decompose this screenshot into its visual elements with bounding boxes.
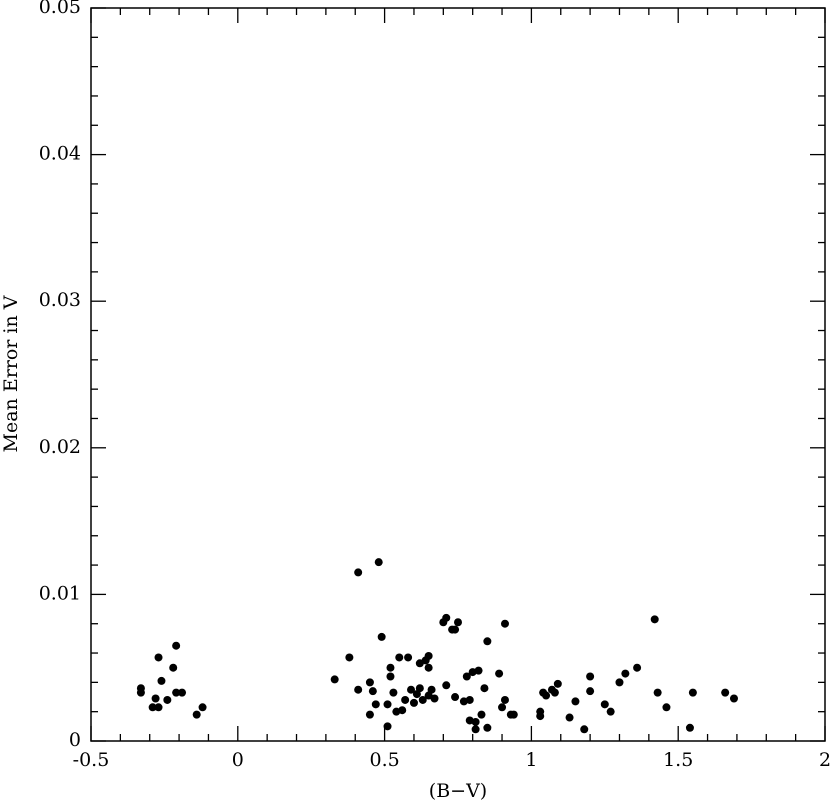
data-point	[633, 663, 642, 672]
data-point	[454, 618, 462, 627]
data-point	[386, 672, 395, 681]
data-point	[415, 684, 424, 693]
data-point	[500, 695, 509, 704]
data-point	[409, 698, 418, 707]
plot-frame	[90, 7, 826, 742]
data-point	[465, 695, 474, 704]
data-point	[621, 669, 630, 678]
data-point	[729, 694, 738, 703]
data-point	[480, 684, 489, 693]
data-point	[550, 688, 559, 697]
data-point	[398, 706, 407, 715]
data-point	[451, 693, 460, 702]
x-tick-label: -0.5	[73, 749, 110, 771]
data-point	[404, 653, 413, 662]
data-point	[198, 703, 207, 712]
data-point	[377, 632, 386, 641]
data-point	[721, 688, 730, 697]
data-point	[386, 663, 395, 672]
data-point	[371, 700, 380, 709]
data-point	[418, 695, 427, 704]
data-point	[354, 568, 363, 577]
data-point	[483, 723, 492, 732]
data-point	[163, 695, 172, 704]
y-tick-label: 0.05	[39, 0, 81, 18]
data-point	[483, 637, 492, 646]
x-tick-label: 1.5	[663, 749, 693, 771]
data-point	[172, 688, 181, 697]
data-point	[192, 710, 201, 719]
data-point	[586, 687, 595, 696]
data-point	[662, 703, 671, 712]
data-point	[442, 613, 451, 622]
data-point	[600, 700, 609, 709]
data-point	[407, 685, 416, 694]
y-tick-label: 0.02	[39, 436, 81, 458]
data-point	[580, 725, 589, 734]
data-point	[571, 697, 580, 706]
data-point	[424, 663, 433, 672]
data-point	[474, 666, 483, 675]
data-point	[330, 675, 339, 684]
data-point	[615, 678, 624, 687]
data-point	[498, 703, 507, 712]
x-tick-label: 1	[525, 749, 537, 771]
data-point	[368, 687, 377, 696]
data-point	[653, 688, 662, 697]
data-point	[500, 619, 509, 628]
data-point	[389, 688, 398, 697]
data-point	[451, 625, 460, 634]
data-point	[383, 722, 392, 731]
data-point	[395, 653, 404, 662]
data-point	[151, 694, 160, 703]
data-point	[462, 672, 471, 681]
data-point	[365, 678, 374, 687]
data-point	[354, 685, 363, 694]
data-point	[471, 717, 480, 726]
data-point	[424, 651, 433, 660]
y-tick-label: 0.03	[39, 289, 81, 311]
data-point	[495, 669, 504, 678]
data-point	[685, 723, 694, 732]
data-point	[172, 641, 181, 650]
data-point	[606, 707, 615, 716]
data-point	[553, 679, 562, 688]
y-axis-label: Mean Error in V	[0, 295, 22, 452]
x-tick-label: 0	[232, 749, 244, 771]
data-point	[148, 703, 157, 712]
data-point	[345, 653, 354, 662]
y-tick-label: 0.04	[39, 143, 81, 165]
data-point	[442, 681, 451, 690]
data-point	[688, 688, 697, 697]
data-point	[157, 676, 166, 685]
data-point	[509, 710, 518, 719]
x-tick-label: 2	[819, 749, 830, 771]
data-point	[586, 672, 595, 681]
data-point	[427, 685, 436, 694]
data-point	[542, 691, 551, 700]
data-point	[365, 710, 374, 719]
x-tick-label: 0.5	[369, 749, 399, 771]
data-point	[401, 695, 410, 704]
x-axis-label: (B−V)	[429, 780, 487, 802]
data-point	[477, 710, 486, 719]
data-point	[471, 725, 480, 734]
data-point	[383, 700, 392, 709]
data-point	[154, 653, 163, 662]
data-point	[536, 712, 545, 721]
data-point	[650, 615, 659, 624]
data-point	[374, 558, 383, 567]
data-point	[136, 684, 145, 693]
data-point	[430, 694, 439, 703]
data-point	[154, 703, 163, 712]
data-point	[178, 688, 187, 697]
data-point	[169, 663, 178, 672]
data-point	[565, 713, 574, 722]
y-tick-label: 0.01	[39, 582, 81, 604]
y-tick-label: 0	[69, 729, 81, 751]
